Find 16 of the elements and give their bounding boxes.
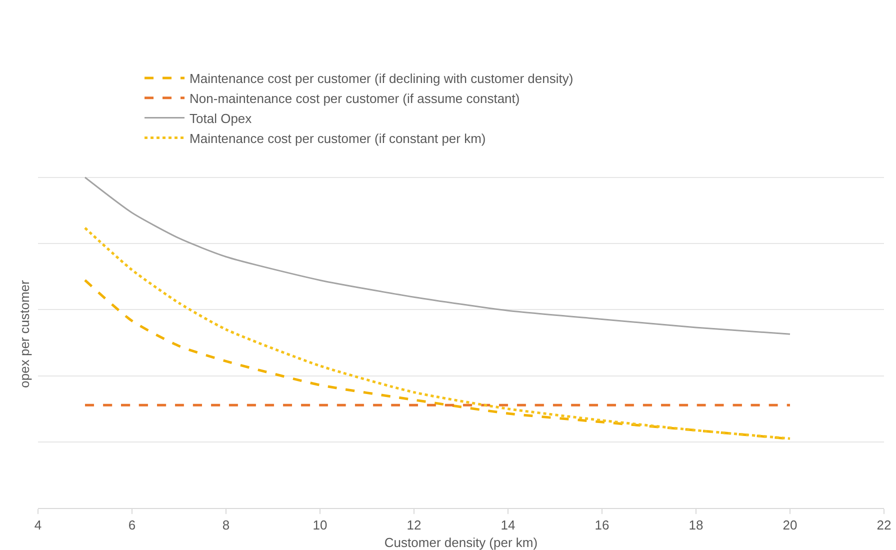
x-tick-label: 20 [782,518,798,533]
legend-label: Total Opex [190,110,252,126]
x-tick-label: 10 [312,518,328,533]
x-tick-label: 22 [876,518,892,533]
legend-label: Maintenance cost per customer (if declining with customer density) [190,71,574,86]
x-tick-label: 18 [688,518,704,533]
x-tick-label: 4 [34,518,42,533]
x-tick-label: 8 [222,518,230,533]
x-tick-label: 6 [128,518,136,533]
y-axis-title: opex per customer [16,280,32,388]
legend-label: Maintenance cost per customer (if constant per km) [190,130,486,146]
legend-label: Non-maintenance cost per customer (if assume constant) [190,90,520,106]
x-tick-label: 16 [594,518,610,533]
x-axis-title: Customer density (per km) [384,535,538,550]
x-tick-label: 14 [500,518,516,533]
x-tick-label: 12 [406,518,422,533]
